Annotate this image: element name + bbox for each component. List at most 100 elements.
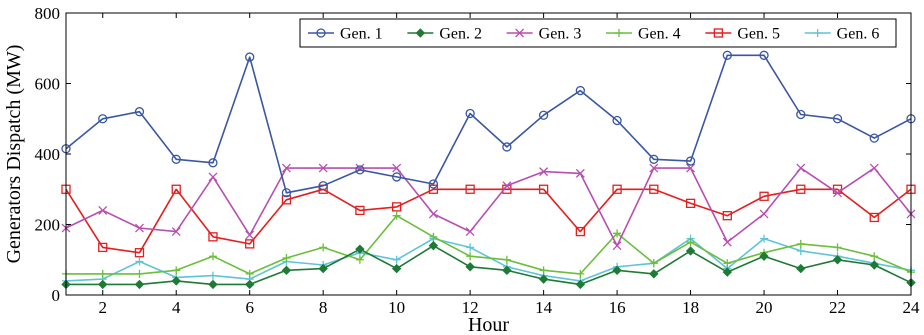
data-point-gen-5: [428, 184, 439, 194]
x-tick-label: 10: [388, 298, 405, 317]
data-point-gen-3: [171, 227, 181, 237]
data-point-gen-5: [575, 226, 585, 237]
data-point-gen-3: [98, 205, 108, 215]
data-point-gen-5: [869, 212, 879, 223]
legend-item-gen-6: Gen. 6: [804, 26, 880, 43]
data-point-gen-2: [612, 265, 622, 276]
data-point-gen-4: [429, 232, 438, 241]
x-tick-label: 14: [535, 298, 553, 317]
data-point-gen-4: [319, 243, 328, 252]
data-point-gen-2: [575, 279, 586, 290]
data-point-gen-4: [282, 253, 291, 262]
legend-marker: [813, 29, 822, 37]
plot-background: [66, 13, 911, 295]
data-point-gen-2: [428, 240, 439, 251]
x-tick-label: 24: [903, 298, 921, 317]
data-point-gen-5: [245, 239, 255, 249]
legend-marker: [415, 28, 426, 38]
data-point-gen-3: [612, 241, 622, 251]
data-point-gen-2: [869, 260, 879, 270]
data-point-gen-4: [613, 229, 622, 238]
legend-item-gen-2: Gen. 2: [407, 26, 482, 43]
data-point-gen-2: [685, 246, 696, 256]
data-point-gen-5: [134, 248, 145, 258]
y-tick-label: 600: [35, 75, 61, 94]
data-point-gen-1: [98, 114, 108, 124]
data-point-gen-2: [538, 274, 549, 284]
data-point-gen-3: [575, 168, 585, 178]
data-point-gen-2: [502, 265, 512, 276]
data-point-gen-3: [245, 230, 255, 240]
data-point-gen-3: [649, 163, 659, 173]
data-point-gen-6: [796, 246, 805, 255]
data-point-gen-1: [575, 85, 585, 96]
series-gen-2: [61, 240, 916, 290]
data-point-gen-1: [392, 172, 402, 182]
data-point-gen-5: [538, 184, 549, 194]
data-point-gen-1: [796, 109, 806, 120]
data-point-gen-5: [392, 202, 402, 212]
data-point-gen-2: [98, 279, 108, 290]
legend-label: Gen. 4: [638, 26, 681, 43]
data-point-gen-3: [318, 163, 328, 173]
data-point-gen-5: [649, 184, 659, 194]
data-point-gen-1: [612, 115, 622, 126]
legend-label: Gen. 1: [340, 26, 383, 43]
data-point-gen-3: [869, 163, 879, 173]
legend-label: Gen. 3: [539, 26, 582, 43]
data-point-gen-3: [759, 209, 769, 219]
data-point-gen-4: [576, 269, 585, 278]
legend-label: Gen. 6: [837, 26, 880, 43]
data-point-gen-1: [134, 107, 145, 117]
data-point-gen-3: [428, 209, 438, 219]
data-point-gen-1: [759, 50, 769, 60]
series-line-gen-6: [65, 237, 912, 282]
y-tick-label: 800: [35, 4, 61, 23]
legend-item-gen-3: Gen. 3: [506, 26, 582, 43]
x-tick-label: 4: [172, 298, 181, 317]
x-tick-label: 2: [98, 298, 107, 317]
data-point-gen-6: [392, 255, 401, 264]
data-point-gen-1: [171, 154, 181, 164]
data-point-gen-4: [355, 255, 364, 264]
data-point-gen-3: [281, 163, 291, 173]
data-point-gen-1: [685, 156, 696, 166]
data-point-gen-2: [832, 255, 843, 265]
data-point-gen-2: [244, 279, 255, 290]
data-point-gen-3: [796, 163, 806, 173]
data-point-gen-1: [649, 154, 659, 164]
plot-area: [61, 12, 916, 296]
data-point-gen-4: [392, 211, 401, 220]
data-point-gen-4: [833, 243, 842, 252]
data-point-gen-4: [539, 266, 548, 275]
data-point-gen-4: [98, 269, 107, 278]
data-point-gen-5: [685, 198, 696, 209]
data-point-gen-2: [391, 263, 402, 274]
data-point-gen-4: [870, 252, 879, 261]
x-tick-label: 18: [682, 298, 699, 317]
data-point-gen-2: [134, 279, 145, 290]
data-point-gen-2: [649, 269, 659, 279]
y-tick-label: 200: [35, 216, 61, 235]
data-point-gen-5: [759, 191, 769, 201]
data-point-gen-1: [318, 181, 328, 191]
data-point-gen-1: [502, 142, 512, 152]
data-point-gen-5: [281, 195, 292, 205]
data-point-gen-3: [686, 163, 696, 173]
legend-marker: [316, 28, 326, 38]
series-line-gen-4: [66, 214, 912, 275]
data-point-gen-5: [98, 242, 108, 253]
legend-marker: [713, 28, 723, 38]
data-point-gen-3: [465, 227, 475, 237]
legend-item-gen-5: Gen. 5: [705, 26, 780, 43]
data-point-gen-4: [686, 238, 695, 247]
data-point-gen-3: [392, 163, 402, 173]
data-point-gen-6: [466, 243, 475, 252]
data-point-gen-2: [281, 265, 292, 276]
data-point-gen-1: [428, 179, 439, 189]
x-tick-label: 6: [245, 298, 254, 317]
data-point-gen-3: [722, 237, 732, 247]
data-point-gen-5: [355, 205, 365, 216]
